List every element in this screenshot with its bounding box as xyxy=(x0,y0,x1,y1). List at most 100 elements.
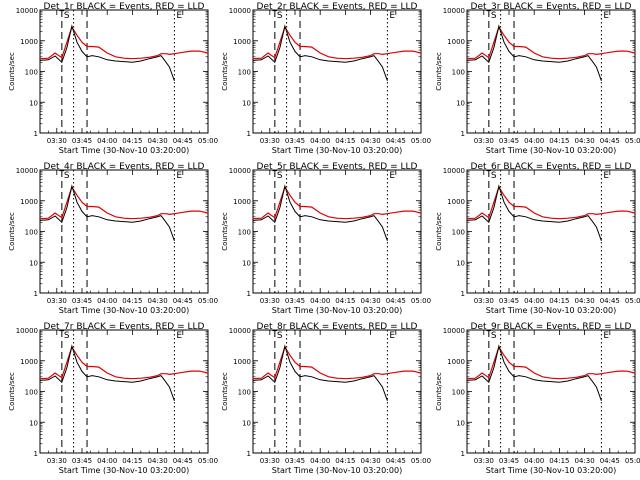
y-tick-label: 1000 xyxy=(233,358,251,366)
y-tick-label: 10 xyxy=(242,419,251,427)
marker-label: E xyxy=(603,11,609,21)
y-tick-label: 10 xyxy=(29,259,38,267)
series-events-line xyxy=(39,184,175,241)
y-tick-label: 1 xyxy=(247,450,251,458)
y-tick-label: 10 xyxy=(456,99,465,107)
y-tick-label: 1000 xyxy=(20,38,38,46)
x-tick-label: 03:30 xyxy=(474,457,494,465)
y-tick-label: 100 xyxy=(25,229,38,237)
panel-title: Det_7r BLACK = Events, RED = LLD xyxy=(44,322,205,332)
x-tick-label: 04:45 xyxy=(386,297,406,305)
marker-label: E xyxy=(176,331,182,341)
x-tick-label: 04:00 xyxy=(310,137,330,145)
y-axis-label: Counts/sec xyxy=(221,212,229,251)
x-tick-label: 04:15 xyxy=(122,137,142,145)
x-tick-label: 04:45 xyxy=(600,297,620,305)
marker-label: S xyxy=(277,11,283,21)
x-tick-label: 03:30 xyxy=(260,297,280,305)
x-tick-label: 04:00 xyxy=(97,137,117,145)
y-axis-label: Counts/sec xyxy=(8,52,16,91)
x-tick-label: 03:30 xyxy=(47,457,67,465)
panel-title: Det_8r BLACK = Events, RED = LLD xyxy=(257,322,418,332)
x-axis-label: Start Time (30-Nov-10 03:20:00) xyxy=(59,306,189,315)
x-tick-label: 03:30 xyxy=(260,457,280,465)
y-tick-label: 1 xyxy=(247,130,251,138)
x-axis-label: Start Time (30-Nov-10 03:20:00) xyxy=(272,146,402,155)
y-tick-label: 1 xyxy=(34,450,38,458)
marker-label: S xyxy=(64,331,70,341)
x-tick-label: 03:45 xyxy=(285,137,305,145)
y-axis-label: Counts/sec xyxy=(221,52,229,91)
y-tick-label: 100 xyxy=(238,229,251,237)
marker-label: E xyxy=(176,171,182,181)
x-tick-label: 05:00 xyxy=(411,297,431,305)
x-tick-label: 03:45 xyxy=(285,457,305,465)
x-axis-label: Start Time (30-Nov-10 03:20:00) xyxy=(272,466,402,475)
x-tick-label: 03:45 xyxy=(499,457,519,465)
x-tick-label: 04:30 xyxy=(148,137,168,145)
x-tick-label: 04:45 xyxy=(173,137,193,145)
y-tick-label: 1 xyxy=(247,290,251,298)
x-tick-label: 05:00 xyxy=(198,137,218,145)
x-tick-label: 04:15 xyxy=(549,137,569,145)
x-tick-label: 04:15 xyxy=(335,297,355,305)
y-tick-label: 1 xyxy=(34,290,38,298)
series-lld-line xyxy=(466,185,636,220)
x-tick-label: 04:45 xyxy=(600,137,620,145)
x-tick-label: 04:00 xyxy=(524,297,544,305)
y-tick-label: 10000 xyxy=(16,327,38,335)
x-axis-label: Start Time (30-Nov-10 03:20:00) xyxy=(486,306,616,315)
x-tick-label: 04:30 xyxy=(575,457,595,465)
x-tick-label: 03:30 xyxy=(260,137,280,145)
y-axis-label: Counts/sec xyxy=(8,372,16,411)
panel-5: Det_5r BLACK = Events, RED = LLD 1 10 100 10… xyxy=(221,162,431,315)
y-tick-label: 100 xyxy=(25,69,38,77)
y-tick-label: 10000 xyxy=(16,167,38,175)
y-tick-label: 1000 xyxy=(447,38,465,46)
series-events-line xyxy=(466,24,602,81)
marker-label: S xyxy=(277,171,283,181)
x-tick-label: 04:45 xyxy=(386,137,406,145)
x-tick-label: 03:45 xyxy=(499,297,519,305)
x-tick-label: 03:45 xyxy=(285,297,305,305)
x-tick-label: 04:00 xyxy=(97,297,117,305)
y-axis-label: Counts/sec xyxy=(8,212,16,251)
x-tick-label: 04:45 xyxy=(173,457,193,465)
panel-title: Det_5r BLACK = Events, RED = LLD xyxy=(257,162,418,172)
x-axis-label: Start Time (30-Nov-10 03:20:00) xyxy=(59,466,189,475)
panel-title: Det_9r BLACK = Events, RED = LLD xyxy=(471,322,632,332)
panel-title: Det_1r BLACK = Events, RED = LLD xyxy=(44,2,205,12)
panel-title: Det_2r BLACK = Events, RED = LLD xyxy=(257,2,418,12)
x-tick-label: 04:30 xyxy=(361,137,381,145)
series-events-line xyxy=(466,184,602,241)
x-tick-label: 04:00 xyxy=(97,457,117,465)
x-tick-label: 04:45 xyxy=(386,457,406,465)
marker-label: S xyxy=(491,171,497,181)
x-tick-label: 04:30 xyxy=(148,457,168,465)
x-tick-label: 04:15 xyxy=(549,457,569,465)
y-axis-label: Counts/sec xyxy=(221,372,229,411)
series-lld-line xyxy=(252,25,422,60)
series-events-line xyxy=(252,24,388,81)
x-tick-label: 03:45 xyxy=(499,137,519,145)
panel-4: Det_4r BLACK = Events, RED = LLD 1 10 100 10… xyxy=(8,162,218,315)
y-tick-label: 10000 xyxy=(443,7,465,15)
x-tick-label: 03:30 xyxy=(474,297,494,305)
marker-label: S xyxy=(277,331,283,341)
marker-label: S xyxy=(64,171,70,181)
x-axis-label: Start Time (30-Nov-10 03:20:00) xyxy=(272,306,402,315)
series-events-line xyxy=(39,24,175,81)
y-tick-label: 10000 xyxy=(16,7,38,15)
series-events-line xyxy=(252,184,388,241)
y-tick-label: 1000 xyxy=(20,198,38,206)
y-tick-label: 100 xyxy=(238,69,251,77)
x-tick-label: 04:45 xyxy=(173,297,193,305)
y-tick-label: 1000 xyxy=(233,198,251,206)
x-tick-label: 03:45 xyxy=(72,457,92,465)
x-tick-label: 04:00 xyxy=(524,137,544,145)
series-lld-line xyxy=(252,185,422,220)
x-axis-label: Start Time (30-Nov-10 03:20:00) xyxy=(59,146,189,155)
y-tick-label: 1 xyxy=(34,130,38,138)
y-tick-label: 1000 xyxy=(233,38,251,46)
marker-label: E xyxy=(389,331,395,341)
